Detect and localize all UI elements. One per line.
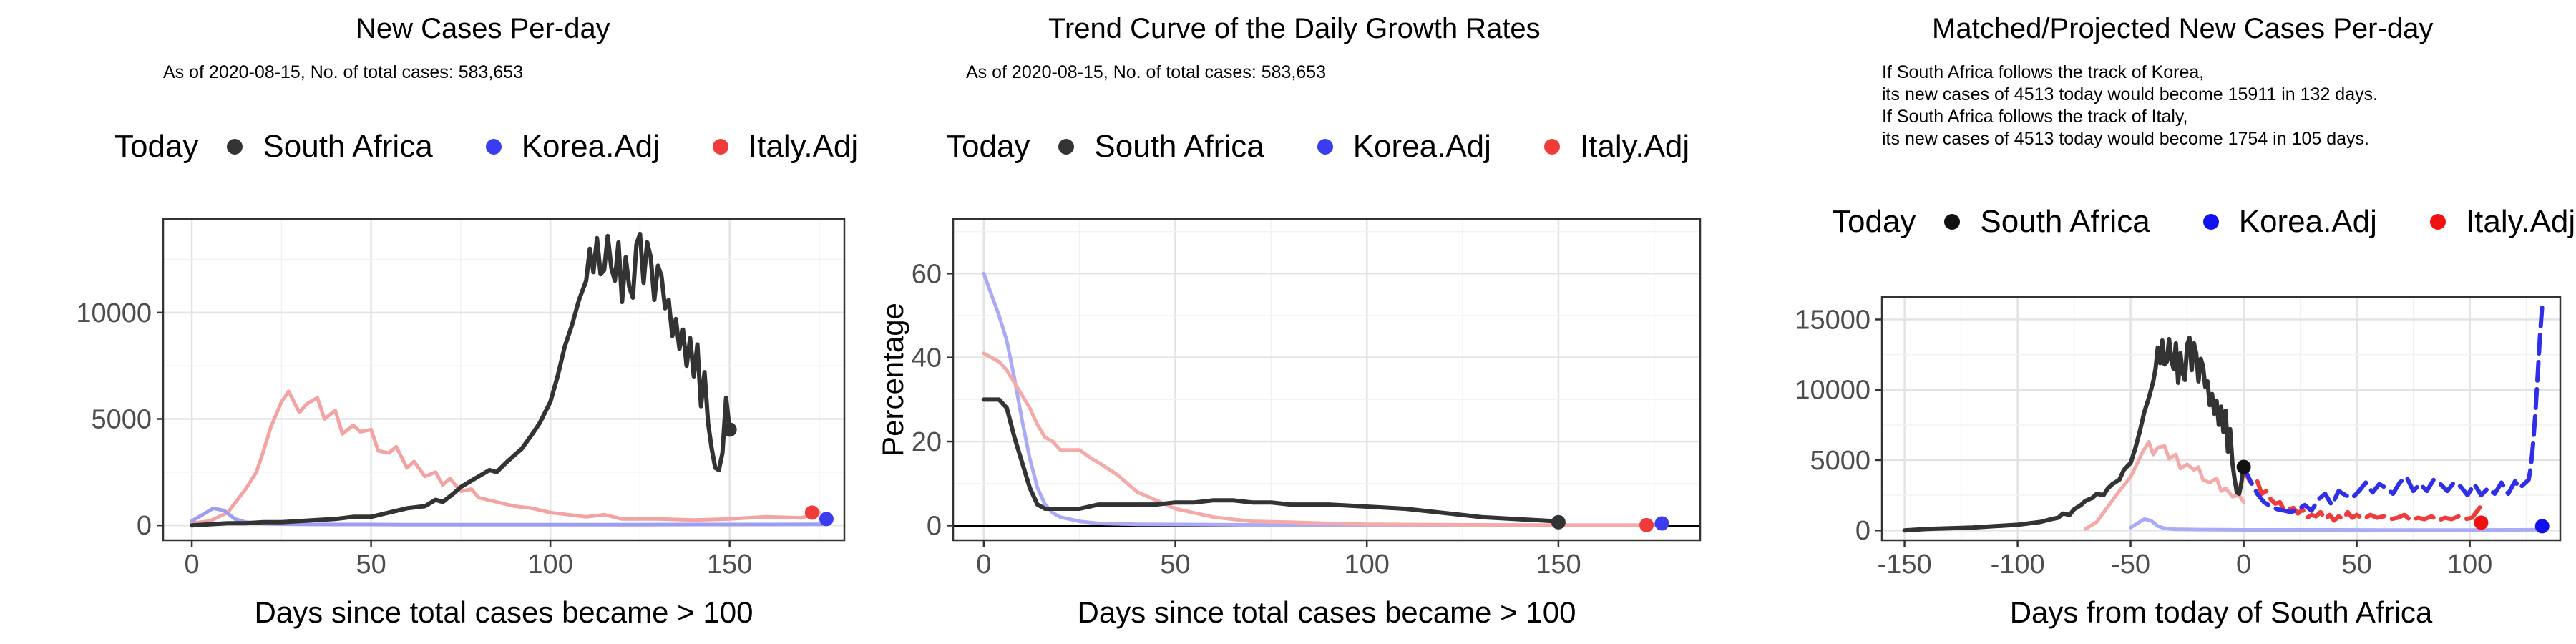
- chart-subtitle: As of 2020-08-15, No. of total cases: 58…: [163, 62, 524, 82]
- series-line-korea-adj-projected: [2241, 304, 2545, 514]
- series-line-italy-adj-matched: [2083, 439, 2246, 531]
- legend-title: Today: [1832, 204, 1916, 239]
- chart-panel-projected: Matched/Projected New Cases Per-day If S…: [1717, 0, 2576, 644]
- series-line-korea-adj: [190, 506, 829, 527]
- x-tick-label: -100: [1991, 550, 2045, 580]
- chart-subtitle: If South Africa follows the track of Kor…: [1882, 62, 2379, 149]
- y-tick-label: 10000: [76, 298, 152, 328]
- legend-item-italy: Italy.Adj: [1516, 129, 1689, 165]
- x-tick-label: 50: [1160, 550, 1190, 580]
- today-point-korea-adj: [2534, 519, 2550, 534]
- legend-title: Today: [114, 129, 199, 164]
- today-point-italy-adj: [804, 505, 819, 520]
- today-point-korea-adj: [1654, 516, 1669, 531]
- x-tick-label: 100: [2447, 550, 2492, 580]
- chart-plot: -150 -100 -50 0 50 100 0 5000 10000 15000 Days fro…: [1795, 296, 2562, 629]
- y-tick-label: 0: [927, 511, 942, 541]
- x-tick-label: 100: [527, 550, 572, 580]
- today-point-south-africa: [2236, 459, 2251, 474]
- today-point-korea-adj: [819, 512, 834, 527]
- plot-frame: [162, 218, 846, 542]
- legend-dot-icon: [485, 139, 502, 155]
- today-point-italy-adj: [2474, 515, 2489, 530]
- chart-title: Trend Curve of the Daily Growth Rates: [1048, 13, 1541, 44]
- legend-dot-icon: [1944, 214, 1961, 230]
- legend-dot-icon: [1058, 139, 1075, 155]
- legend-title: Today: [946, 129, 1030, 164]
- chart-panel-new-cases: New Cases Per-day As of 2020-08-15, No. …: [0, 0, 859, 644]
- grid: [953, 219, 1700, 540]
- plot-frame: [1880, 296, 2562, 542]
- legend-item-korea: Korea.Adj: [1289, 129, 1491, 165]
- y-tick-label: 5000: [91, 405, 152, 435]
- y-tick-label: 40: [912, 343, 942, 374]
- chart-title: New Cases Per-day: [356, 13, 610, 44]
- y-tick-label: 5000: [1810, 446, 1870, 476]
- x-axis-title: Days from today of South Africa: [2010, 595, 2433, 629]
- x-tick-label: 50: [356, 550, 386, 580]
- series-line-italy-adj: [190, 389, 821, 525]
- x-axis-title: Days since total cases became > 100: [1078, 595, 1576, 629]
- legend-dot-icon: [1543, 139, 1560, 155]
- x-tick-label: -50: [2111, 550, 2150, 580]
- legend-item-korea: Korea.Adj: [457, 129, 660, 165]
- chart-plot: 0 50 100 150 0 20 40 60 Days since total cases b…: [876, 218, 1702, 629]
- grid: [163, 219, 844, 540]
- legend-dot-icon: [227, 139, 243, 155]
- series-line-italy-adj: [982, 351, 1649, 527]
- legend-item-south-africa: South Africa: [1030, 129, 1264, 165]
- legend-dot-icon: [2429, 214, 2446, 230]
- legend-dot-icon: [2202, 214, 2219, 230]
- x-tick-label: 150: [1536, 550, 1581, 580]
- y-tick-label: 0: [1855, 516, 1870, 546]
- series-line-south-africa: [190, 231, 732, 528]
- x-tick-label: 100: [1345, 550, 1390, 580]
- y-tick-label: 10000: [1795, 376, 1870, 406]
- y-tick-label: 20: [912, 427, 942, 457]
- legend-item-korea: Korea.Adj: [2175, 204, 2377, 240]
- legend-item-italy: Italy.Adj: [2401, 204, 2575, 240]
- chart-panel-growth-rates: Trend Curve of the Daily Growth Rates As…: [859, 0, 1717, 644]
- today-point-south-africa: [1551, 514, 1566, 530]
- today-point-south-africa: [722, 422, 737, 437]
- chart-legend: Today South Africa Korea.Adj Italy.Adj: [946, 125, 1717, 168]
- x-tick-label: 50: [2341, 550, 2371, 580]
- series-line-korea-adj: [982, 271, 1660, 527]
- chart-legend: Today South Africa Korea.Adj Italy.Adj: [114, 125, 860, 168]
- x-tick-label: 150: [707, 550, 752, 580]
- y-axis-title: Percentage: [876, 303, 909, 457]
- legend-item-south-africa: South Africa: [1916, 204, 2150, 240]
- chart-subtitle: As of 2020-08-15, No. of total cases: 58…: [966, 62, 1327, 82]
- x-tick-label: 0: [185, 550, 200, 580]
- legend-dot-icon: [712, 139, 728, 155]
- series-line-south-africa: [1902, 336, 2246, 533]
- legend-item-south-africa: South Africa: [198, 129, 433, 165]
- series-line-korea-adj-matched: [2129, 517, 2540, 532]
- x-axis-title: Days since total cases became > 100: [255, 595, 753, 629]
- x-tick-label: 0: [2236, 550, 2251, 580]
- y-tick-label: 0: [137, 511, 152, 541]
- legend-item-italy: Italy.Adj: [684, 129, 858, 165]
- chart-title: Matched/Projected New Cases Per-day: [1932, 13, 2434, 44]
- x-tick-label: -150: [1878, 550, 1932, 580]
- series-line-italy-adj-projected: [2241, 464, 2484, 523]
- y-tick-label: 15000: [1795, 305, 1870, 335]
- chart-legend: Today South Africa Korea.Adj Italy.Adj: [1832, 200, 2576, 243]
- today-point-italy-adj: [1639, 517, 1654, 532]
- chart-plot: 0 50 100 150 0 5000 10000 Days since total case…: [76, 218, 846, 629]
- legend-dot-icon: [1317, 139, 1333, 155]
- plot-frame: [952, 218, 1702, 542]
- series-line-south-africa: [981, 397, 1561, 524]
- x-tick-label: 0: [976, 550, 991, 580]
- y-tick-label: 60: [912, 259, 942, 289]
